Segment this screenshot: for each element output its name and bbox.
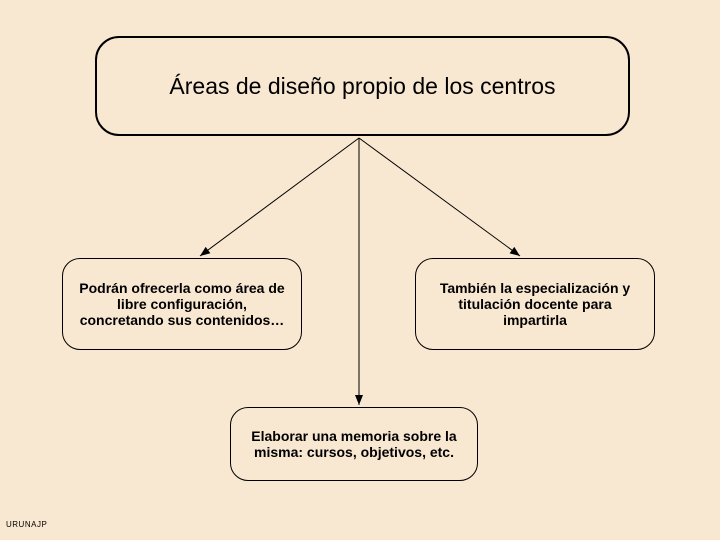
left-text: Podrán ofrecerla como área de libre conf… — [77, 280, 287, 328]
bottom-box: Elaborar una memoria sobre la misma: cur… — [230, 407, 478, 481]
footer-label: URUNAJP — [6, 520, 47, 529]
right-box: También la especialización y titulación … — [415, 258, 655, 350]
left-box: Podrán ofrecerla como área de libre conf… — [62, 258, 302, 350]
right-text: También la especialización y titulación … — [430, 280, 640, 328]
title-box: Áreas de diseño propio de los centros — [95, 36, 630, 136]
footer-text: URUNAJP — [6, 520, 47, 529]
title-text: Áreas de diseño propio de los centros — [169, 73, 555, 100]
bottom-text: Elaborar una memoria sobre la misma: cur… — [245, 428, 463, 460]
